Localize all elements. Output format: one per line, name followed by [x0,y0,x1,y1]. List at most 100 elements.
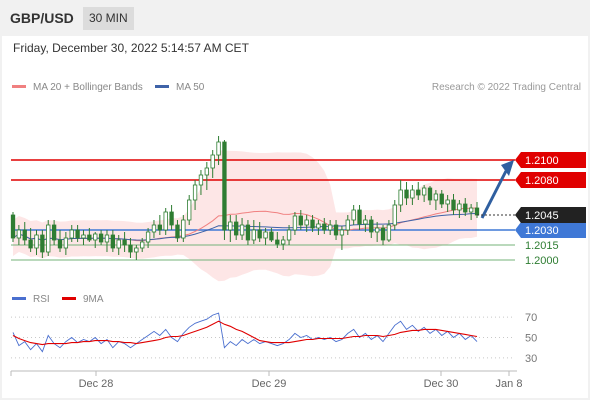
candle-body [380,227,386,241]
ma20-legend-label: MA 20 + Bollinger Bands [33,82,143,93]
candle-body [192,184,198,201]
credit-text: Research © 2022 Trading Central [432,82,581,93]
candle-body [140,241,145,249]
candle-body [316,223,321,229]
candle-body [63,237,69,249]
candle-body [292,215,298,231]
candle-body [46,224,51,253]
candle-body [328,224,333,231]
candle-body [457,203,462,211]
candle-body [81,234,86,239]
candle-body [386,224,392,241]
candle-body [245,224,251,241]
candle-body [392,204,397,226]
candle-body [275,239,280,245]
x-tick-label: Dec 30 [424,378,459,390]
ma50-legend-label: MA 50 [176,82,205,93]
rsi-legend-swatch [12,297,26,300]
candlestick-series [10,136,480,260]
candle-body [263,231,268,239]
arrow-head [501,160,514,176]
candle-body [222,141,227,231]
candle-body [57,239,63,249]
candle-body [134,247,139,253]
level-label-1.2080: 1.2080 [525,175,559,187]
candle-body [151,224,157,233]
candle-body [234,221,239,236]
candle-body [286,229,292,241]
candle-body [427,187,433,201]
candle-body [374,227,380,233]
candle-body [433,193,439,201]
candle-body [40,234,45,253]
candle-body [69,229,74,239]
candle-body [116,239,121,249]
level-label-1.2030: 1.2030 [525,225,559,237]
candle-body [468,207,474,213]
candle-body [145,231,151,243]
candle-body [75,229,80,239]
candle-body [163,211,168,231]
candle-body [269,231,274,241]
candle-body [304,219,309,226]
candle-body [298,215,303,226]
candle-body [416,189,421,196]
candle-body [404,189,409,199]
rsi-legend-label: RSI [33,294,50,305]
candle-body [16,229,22,239]
x-axis: Dec 28 Dec 29 Dec 30 Jan 8 [10,371,523,390]
price-level-labels: 1.2100 1.2080 1.2030 1.2015 1.2000 1.2045 [477,152,586,267]
candle-body [157,224,162,231]
timeframe-badge[interactable]: 30 MIN [83,7,134,30]
candle-body [98,233,104,243]
candle-body [257,229,262,239]
candle-body [351,209,356,221]
candle-body [122,239,127,246]
rsi-tick-label: 50 [525,333,537,345]
ma9-legend-label: 9MA [83,294,104,305]
level-tag-1.2030 [515,222,586,238]
arrow-shaft [480,170,508,219]
candle-body [345,219,350,231]
header-bar: GBP/USD 30 MIN [0,0,590,36]
candle-body [10,214,16,239]
candle-body [322,223,327,231]
candle-body [198,174,204,186]
x-tick-label: Dec 29 [252,378,287,390]
candle-body [87,234,92,241]
candle-body [216,141,221,156]
level-tag-1.2080 [515,172,586,188]
candle-body [34,234,39,249]
candle-body [281,239,286,245]
x-tick-label: Jan 8 [496,378,523,390]
bollinger-fill [13,150,477,282]
symbol-title: GBP/USD [10,10,74,26]
candle-body [128,244,133,253]
forecast-arrow [480,160,514,219]
candle-body [51,224,57,241]
candle-body [339,229,345,236]
candle-body [187,199,192,221]
level-label-1.2000: 1.2000 [525,255,559,267]
candle-body [410,189,415,199]
candle-body [333,224,339,236]
rsi-panel: 70 50 30 [11,312,537,365]
candle-body [204,167,209,176]
level-lines [11,159,515,261]
candle-body [22,229,27,241]
x-tick-label: Dec 28 [79,378,114,390]
candle-body [228,221,233,231]
candle-body [239,224,245,236]
level-label-1.2015: 1.2015 [525,240,559,252]
current-price-label: 1.2045 [525,210,559,222]
candle-body [463,203,468,213]
timestamp: Friday, December 30, 2022 5:14:57 AM CET [13,41,249,55]
candle-body [104,234,110,243]
candle-body [451,199,456,211]
level-tag-1.2100 [515,152,586,168]
candle-body [210,154,215,169]
candle-body [110,234,116,249]
candle-body [93,233,98,241]
